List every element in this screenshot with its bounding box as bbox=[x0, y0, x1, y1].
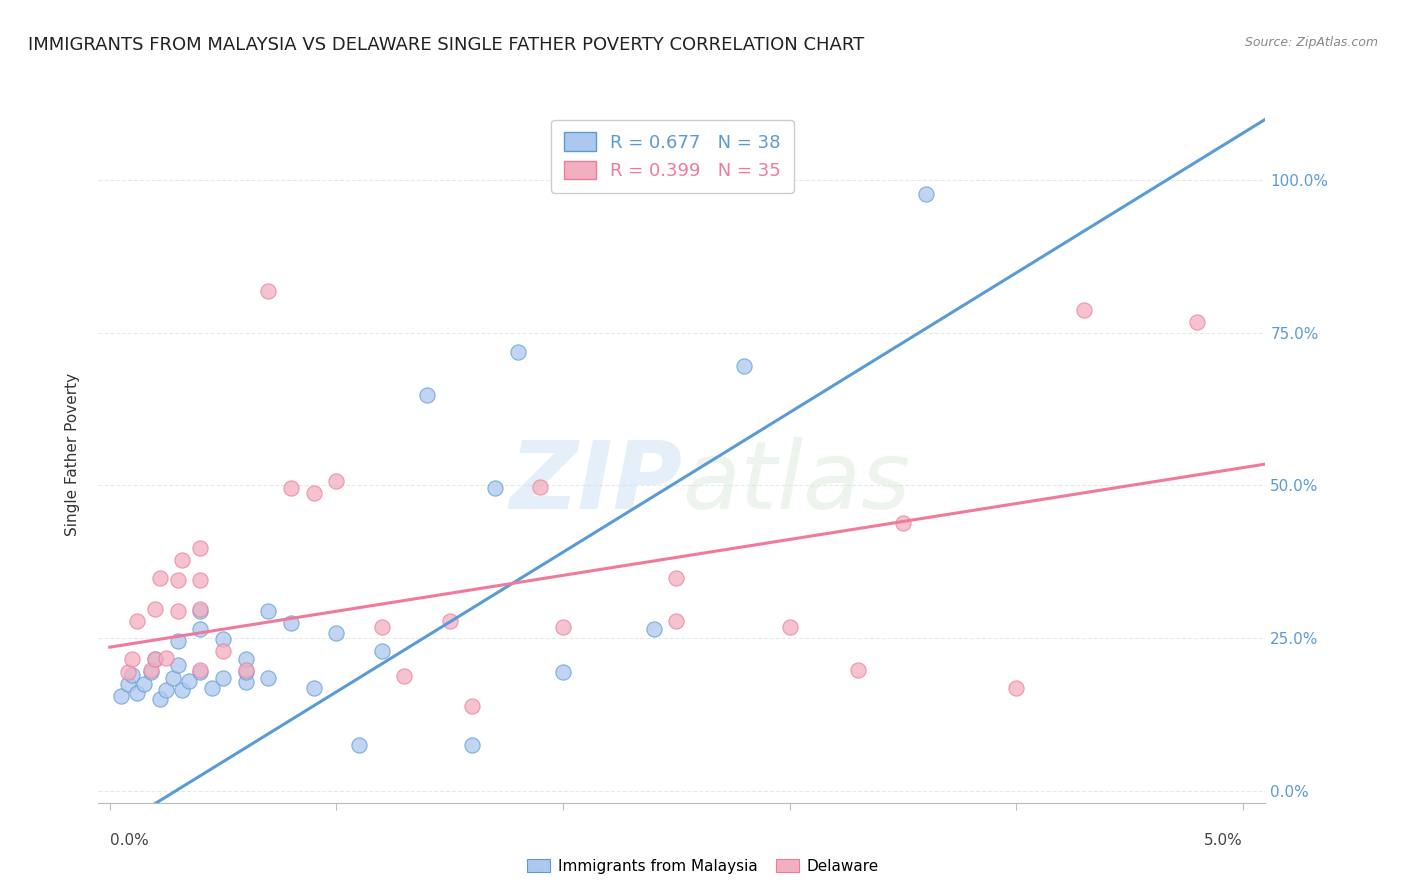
Point bbox=[201, 681, 224, 695]
Point bbox=[166, 634, 188, 648]
Legend: Immigrants from Malaysia, Delaware: Immigrants from Malaysia, Delaware bbox=[522, 853, 884, 880]
Point bbox=[1005, 681, 1028, 695]
Point bbox=[212, 632, 235, 647]
Point bbox=[394, 669, 416, 683]
Point bbox=[235, 675, 257, 690]
Point bbox=[155, 682, 177, 697]
Point bbox=[733, 359, 755, 374]
Point bbox=[162, 671, 184, 685]
Point bbox=[439, 614, 461, 628]
Point bbox=[190, 665, 212, 679]
Point bbox=[139, 665, 162, 679]
Text: ZIP: ZIP bbox=[509, 437, 682, 529]
Point bbox=[190, 663, 212, 677]
Point bbox=[779, 620, 801, 634]
Point bbox=[551, 620, 574, 634]
Point bbox=[891, 516, 914, 531]
Point bbox=[110, 689, 132, 703]
Text: 0.0%: 0.0% bbox=[110, 833, 149, 848]
Y-axis label: Single Father Poverty: Single Father Poverty bbox=[65, 374, 80, 536]
Point bbox=[235, 663, 257, 677]
Point bbox=[665, 571, 688, 585]
Point bbox=[280, 482, 302, 496]
Point bbox=[190, 603, 212, 617]
Text: atlas: atlas bbox=[682, 437, 910, 528]
Point bbox=[132, 677, 155, 691]
Text: Source: ZipAtlas.com: Source: ZipAtlas.com bbox=[1244, 36, 1378, 49]
Point bbox=[235, 652, 257, 666]
Point bbox=[370, 620, 392, 634]
Point bbox=[125, 686, 148, 700]
Point bbox=[370, 644, 392, 658]
Point bbox=[125, 614, 148, 628]
Point bbox=[143, 652, 166, 666]
Legend: R = 0.677   N = 38, R = 0.399   N = 35: R = 0.677 N = 38, R = 0.399 N = 35 bbox=[551, 120, 794, 193]
Point bbox=[172, 553, 194, 567]
Point bbox=[190, 622, 212, 636]
Point bbox=[529, 480, 551, 494]
Point bbox=[665, 614, 688, 628]
Point bbox=[172, 682, 194, 697]
Point bbox=[325, 626, 347, 640]
Point bbox=[235, 665, 257, 679]
Text: IMMIGRANTS FROM MALAYSIA VS DELAWARE SINGLE FATHER POVERTY CORRELATION CHART: IMMIGRANTS FROM MALAYSIA VS DELAWARE SIN… bbox=[28, 36, 865, 54]
Point bbox=[212, 671, 235, 685]
Point bbox=[302, 485, 325, 500]
Point bbox=[190, 573, 212, 587]
Point bbox=[1187, 315, 1209, 329]
Point bbox=[166, 573, 188, 587]
Point bbox=[121, 652, 143, 666]
Point bbox=[149, 692, 172, 706]
Point bbox=[117, 677, 139, 691]
Point bbox=[1073, 302, 1095, 317]
Point bbox=[506, 345, 529, 359]
Point bbox=[155, 650, 177, 665]
Point bbox=[166, 658, 188, 673]
Point bbox=[121, 667, 143, 681]
Point bbox=[149, 571, 172, 585]
Point bbox=[143, 601, 166, 615]
Point bbox=[280, 615, 302, 630]
Point bbox=[143, 652, 166, 666]
Point bbox=[190, 601, 212, 615]
Point bbox=[139, 663, 162, 677]
Point bbox=[416, 388, 439, 402]
Point bbox=[166, 603, 188, 617]
Point bbox=[461, 699, 484, 714]
Point bbox=[257, 603, 280, 617]
Point bbox=[846, 663, 869, 677]
Point bbox=[257, 671, 280, 685]
Point bbox=[461, 738, 484, 752]
Point bbox=[914, 186, 936, 201]
Point bbox=[643, 622, 665, 636]
Point bbox=[325, 474, 347, 488]
Point bbox=[302, 681, 325, 695]
Point bbox=[257, 285, 280, 299]
Point bbox=[551, 665, 574, 679]
Point bbox=[190, 541, 212, 555]
Point bbox=[117, 665, 139, 679]
Point bbox=[212, 644, 235, 658]
Text: 5.0%: 5.0% bbox=[1204, 833, 1243, 848]
Point bbox=[347, 738, 370, 752]
Point bbox=[177, 673, 200, 688]
Point bbox=[484, 482, 506, 496]
